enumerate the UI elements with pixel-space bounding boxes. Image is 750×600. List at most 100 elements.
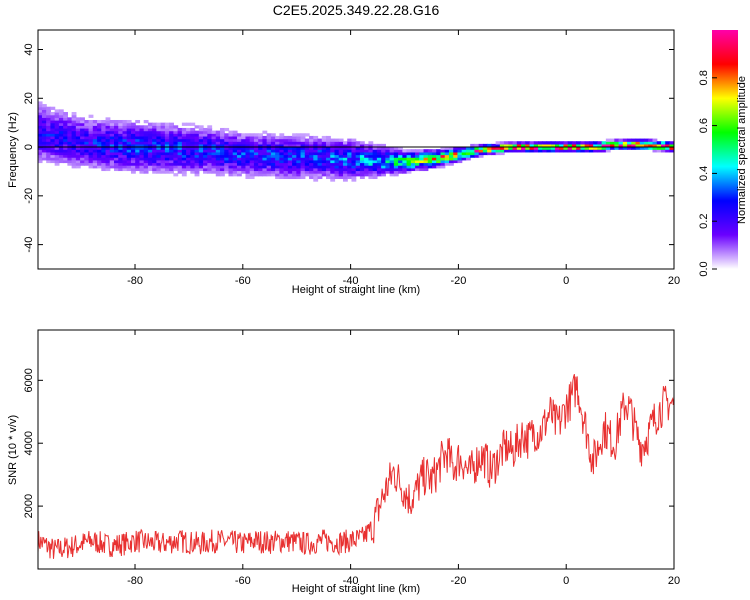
heatmap-cell	[406, 154, 412, 158]
heatmap-cell	[101, 149, 107, 153]
heatmap-cell	[50, 146, 56, 150]
heatmap-cell	[287, 135, 293, 140]
heatmap-cell	[147, 122, 153, 126]
heatmap-cell	[627, 138, 632, 142]
heatmap-cell	[109, 159, 115, 164]
heatmap-cell	[194, 149, 200, 153]
heatmap-cell	[135, 127, 141, 132]
heatmap-cell	[309, 175, 314, 180]
heatmap-cell	[533, 141, 539, 145]
heatmap-cell	[71, 125, 77, 129]
heatmap-cell	[118, 159, 124, 164]
heatmap-cell	[487, 151, 492, 156]
heatmap-cell	[342, 178, 348, 182]
heatmap-cell	[253, 157, 259, 161]
heatmap-cell	[432, 159, 437, 164]
heatmap-cell	[457, 159, 463, 164]
heatmap-cell	[495, 143, 501, 148]
heatmap-cell	[287, 167, 293, 172]
heatmap-cell	[177, 143, 183, 148]
heatmap-cell	[186, 162, 191, 166]
heatmap-cell	[402, 159, 408, 164]
heatmap-cell	[249, 173, 255, 177]
heatmap-cell	[491, 149, 497, 153]
heatmap-cell	[143, 151, 149, 156]
heatmap-cell	[75, 127, 81, 132]
heatmap-cell	[342, 143, 348, 148]
heatmap-cell	[364, 165, 370, 169]
heatmap-cell	[190, 170, 196, 174]
heatmap-cell	[258, 141, 264, 145]
heatmap-cell	[385, 162, 391, 166]
heatmap-cell	[126, 133, 132, 137]
heatmap-cell	[88, 162, 94, 166]
heatmap-cell	[287, 151, 293, 156]
heatmap-cell	[444, 157, 450, 161]
heatmap-cell	[58, 151, 64, 156]
heatmap-cell	[270, 149, 276, 153]
heatmap-cell	[173, 133, 179, 137]
heatmap-cell	[347, 143, 353, 148]
heatmap-cell	[84, 159, 90, 164]
heatmap-cell	[139, 125, 145, 129]
heatmap-cell	[559, 143, 565, 148]
heatmap-cell	[164, 157, 170, 161]
heatmap-cell	[71, 135, 77, 140]
heatmap-cell	[419, 167, 425, 172]
heatmap-cell	[309, 165, 314, 169]
heatmap-cell	[347, 154, 353, 158]
heatmap-cell	[580, 143, 586, 148]
heatmap-cell	[389, 151, 395, 156]
heatmap-cell	[627, 146, 632, 150]
heatmap-cell	[169, 159, 174, 164]
heatmap-cell	[368, 146, 374, 150]
heatmap-cell	[135, 133, 141, 137]
heatmap-cell	[118, 127, 124, 132]
heatmap-cell	[105, 151, 111, 156]
heatmap-cell	[71, 122, 77, 126]
heatmap-cell	[147, 127, 153, 132]
heatmap-cell	[529, 141, 535, 145]
heatmap-cell	[478, 149, 484, 153]
heatmap-cell	[220, 135, 225, 140]
heatmap-cell	[402, 151, 408, 156]
heatmap-cell	[652, 141, 658, 145]
heatmap-cell	[92, 133, 98, 137]
heatmap-cell	[169, 154, 174, 158]
heatmap-cell	[321, 154, 327, 158]
heatmap-cell	[309, 138, 314, 142]
heatmap-cell	[71, 112, 77, 116]
heatmap-cell	[546, 146, 552, 150]
heatmap-cell	[309, 149, 314, 153]
heatmap-cell	[203, 138, 208, 142]
heatmap-cell	[207, 159, 213, 164]
heatmap-cell	[330, 167, 336, 172]
heatmap-cell	[245, 138, 251, 142]
heatmap-cell	[508, 143, 514, 148]
heatmap-cell	[241, 151, 247, 156]
heatmap-cell	[266, 149, 272, 153]
heatmap-cell	[135, 162, 141, 166]
heatmap-cell	[627, 141, 632, 145]
heatmap-cell	[181, 146, 187, 150]
heatmap-cell	[50, 119, 56, 124]
heatmap-cell	[50, 141, 56, 145]
heatmap-cell	[321, 141, 327, 145]
heatmap-cell	[389, 165, 395, 169]
heatmap-cell	[448, 151, 454, 156]
heatmap-cell	[610, 143, 615, 148]
heatmap-cell	[381, 146, 386, 150]
heatmap-cell	[177, 165, 183, 169]
heatmap-cell	[160, 127, 166, 132]
heatmap-cell	[639, 141, 645, 145]
heatmap-cell	[461, 157, 467, 161]
heatmap-cell	[164, 167, 170, 172]
heatmap-cell	[80, 133, 85, 137]
heatmap-cell	[516, 141, 522, 145]
heatmap-cell	[228, 157, 234, 161]
heatmap-cell	[279, 143, 285, 148]
heatmap-cell	[448, 149, 454, 153]
heatmap-cell	[147, 151, 153, 156]
heatmap-cell	[186, 159, 191, 164]
heatmap-cell	[203, 167, 208, 172]
